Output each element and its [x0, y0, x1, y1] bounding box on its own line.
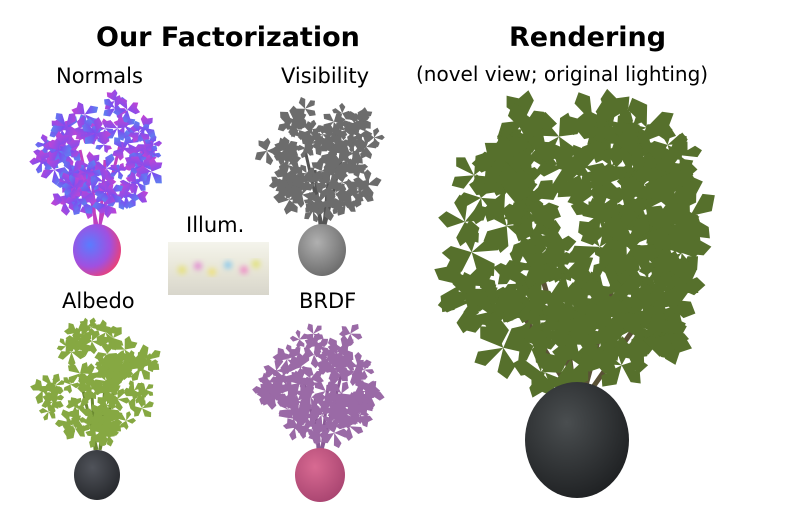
normals-label: Normals: [56, 64, 143, 88]
rendered-plant: [418, 79, 729, 498]
visibility-plant: [250, 91, 385, 276]
illumination-label: Illum.: [186, 213, 245, 237]
normals-plant: [26, 86, 171, 276]
illumination-map: [168, 242, 269, 295]
rendering-subtitle: (novel view; original lighting): [416, 62, 709, 86]
brdf-plant: [250, 318, 386, 502]
leaf-cluster: [336, 319, 367, 349]
brdf-label: BRDF: [299, 289, 357, 313]
visibility-label: Visibility: [281, 64, 370, 88]
rendering-title: Rendering: [509, 22, 667, 53]
factorization-title: Our Factorization: [96, 22, 360, 53]
leaf-cluster: [365, 127, 385, 148]
albedo-plant: [24, 314, 169, 500]
albedo-label: Albedo: [62, 289, 135, 313]
